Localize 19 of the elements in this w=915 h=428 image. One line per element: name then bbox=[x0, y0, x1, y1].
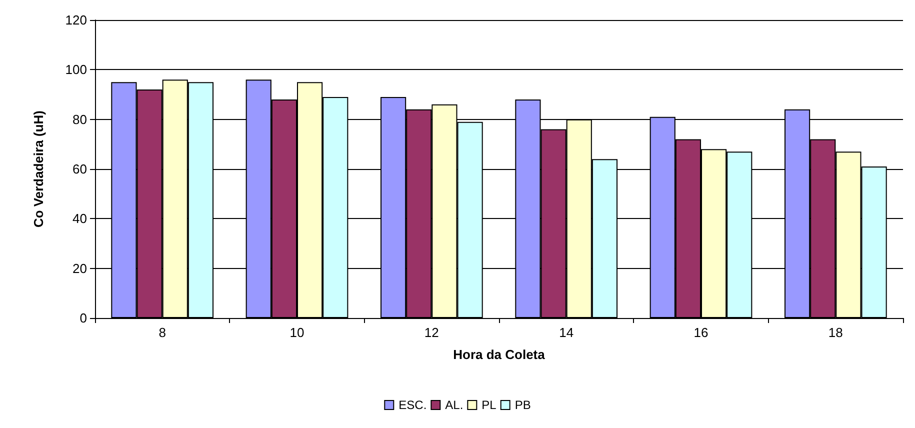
y-axis-title: Co Verdadeira (uH) bbox=[31, 110, 46, 228]
y-tick-label: 120 bbox=[65, 12, 87, 28]
y-tick-label: 60 bbox=[72, 162, 87, 176]
x-tick-label: 12 bbox=[424, 325, 439, 340]
legend-label: PL bbox=[482, 398, 497, 412]
y-tick-label: 100 bbox=[65, 62, 87, 78]
y-tick-label: 40 bbox=[72, 211, 87, 226]
legend-label: AL. bbox=[445, 398, 464, 412]
legend-label: ESC. bbox=[398, 398, 427, 412]
y-tick-label: 20 bbox=[72, 260, 87, 276]
legend-label: PB bbox=[514, 398, 531, 412]
x-tick-label: 8 bbox=[158, 325, 166, 340]
y-tick-label: 80 bbox=[72, 112, 87, 127]
x-tick-label: 14 bbox=[559, 325, 574, 340]
x-tick-label: 16 bbox=[694, 325, 708, 340]
x-tick-label: 18 bbox=[828, 325, 843, 340]
x-tick-label: 10 bbox=[290, 325, 304, 340]
y-tick-label: 0 bbox=[80, 310, 87, 326]
x-axis-title: Hora da Coleta bbox=[453, 347, 546, 362]
